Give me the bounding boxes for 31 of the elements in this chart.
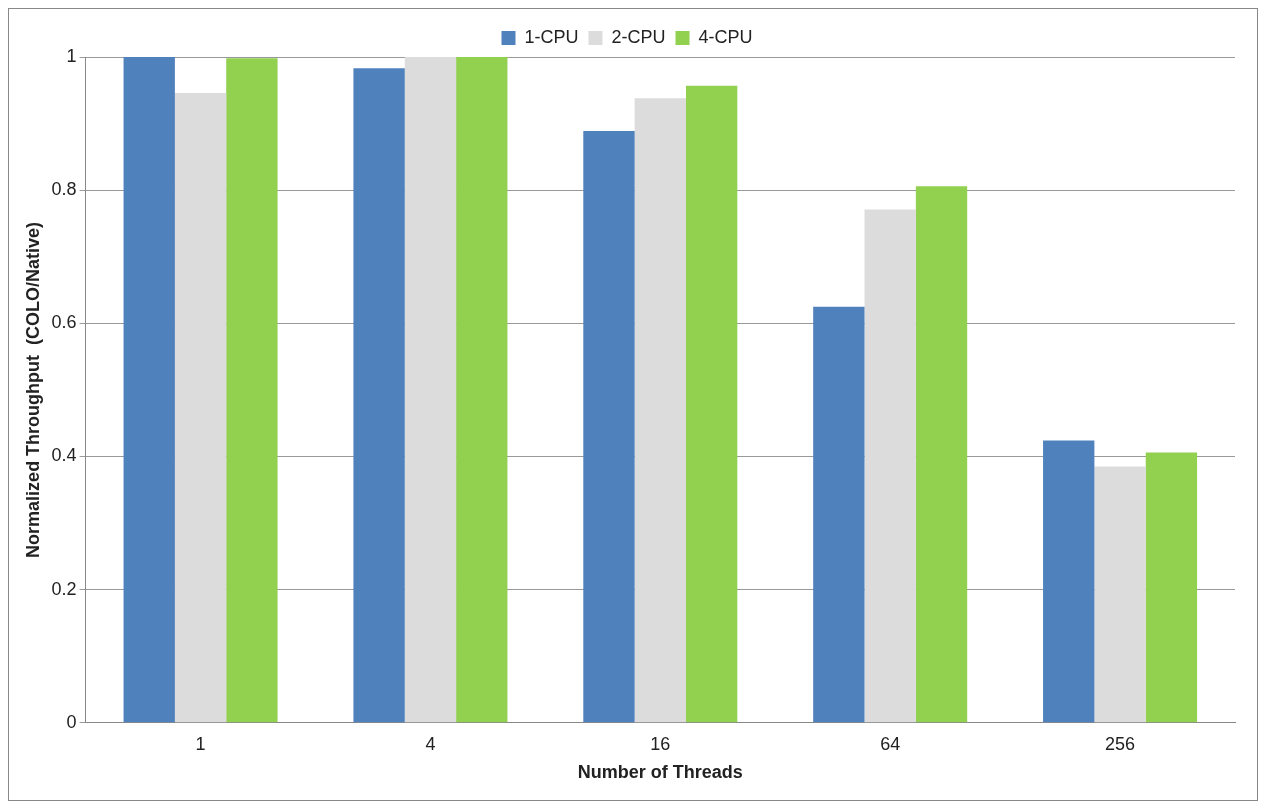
y-tick-label: 0.2 xyxy=(51,578,77,599)
bar xyxy=(456,57,508,723)
x-tick-label: 16 xyxy=(650,733,671,754)
x-axis-title: Number of Threads xyxy=(577,762,743,783)
legend-label: 2-CPU xyxy=(611,26,666,47)
x-tick-label: 256 xyxy=(1105,733,1136,754)
bar xyxy=(1145,452,1198,723)
bar xyxy=(174,92,227,723)
bar xyxy=(353,68,405,723)
bar xyxy=(634,98,686,723)
y-tick-label: 0 xyxy=(66,711,77,732)
bar xyxy=(1043,440,1095,723)
x-tick-label: 1 xyxy=(195,733,206,754)
y-tick-label: 0.4 xyxy=(51,445,77,466)
bar xyxy=(864,209,916,723)
bar xyxy=(404,57,457,723)
x-tick-label: 4 xyxy=(425,733,436,754)
legend-label: 4-CPU xyxy=(698,26,753,47)
bar xyxy=(1094,466,1146,723)
bar xyxy=(685,85,738,723)
y-tick-label: 0.8 xyxy=(51,179,77,200)
legend-label: 1-CPU xyxy=(524,26,579,47)
bar xyxy=(813,306,865,723)
y-tick-label: 0.6 xyxy=(51,312,77,333)
x-tick-label: 64 xyxy=(880,733,901,754)
bar xyxy=(583,130,635,723)
bar xyxy=(226,58,278,723)
bar xyxy=(915,186,968,723)
y-axis-title: Normalized Throughput (COLO/Native) xyxy=(22,221,43,558)
y-tick-label: 1 xyxy=(66,45,77,66)
bar xyxy=(123,57,175,723)
